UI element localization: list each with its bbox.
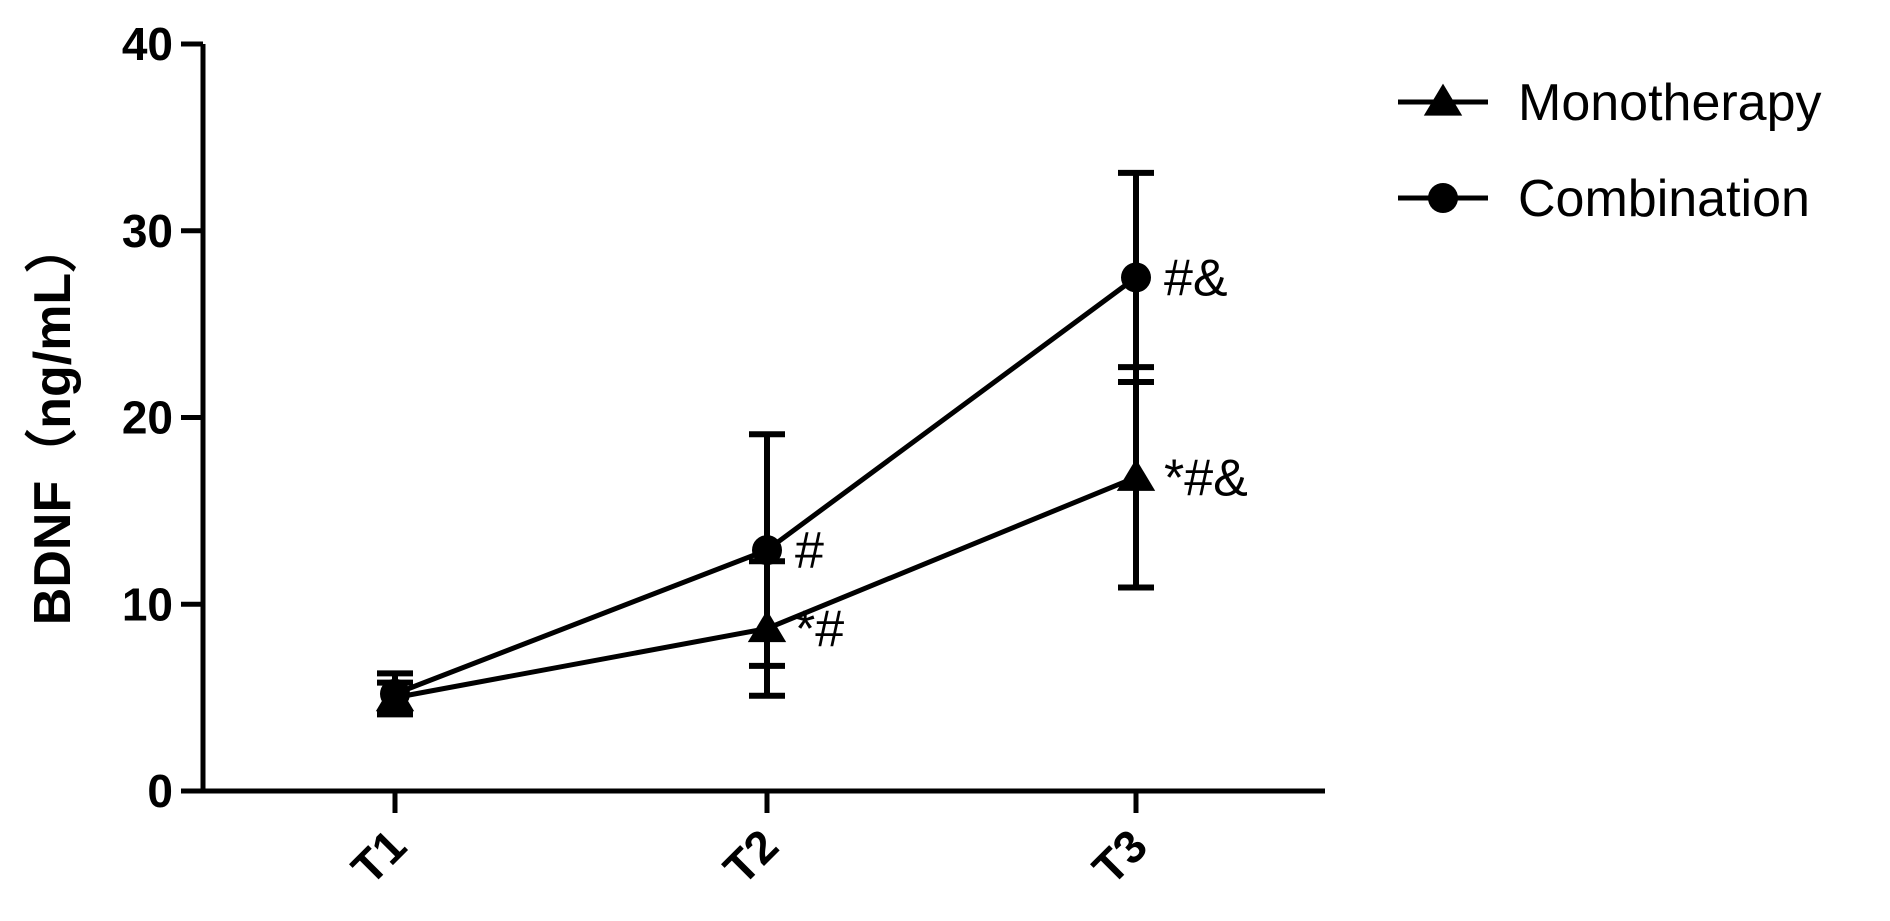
x-tick-label: T2 xyxy=(713,819,788,894)
significance-annotation: #& xyxy=(1164,249,1228,307)
y-tick-label: 20 xyxy=(122,392,173,444)
significance-annotation: # xyxy=(795,522,824,580)
data-point xyxy=(1116,458,1156,491)
legend-item-monotherapy: Monotherapy xyxy=(1398,74,1822,132)
legend-item-combination: Combination xyxy=(1398,170,1810,228)
legend: Monotherapy Combination xyxy=(1398,74,1822,228)
y-axis-label: BDNF（ng/mL） xyxy=(24,221,82,625)
data-point xyxy=(752,535,782,566)
x-tick-label: T1 xyxy=(341,819,416,894)
axes: 0 10 20 30 40 T1 T2 T3 xyxy=(122,18,1325,894)
y-tick-label: 10 xyxy=(122,578,173,630)
triangle-marker-icon xyxy=(1423,83,1463,116)
significance-annotation: *# xyxy=(795,601,844,659)
circle-marker-icon xyxy=(1428,183,1458,213)
y-tick-label: 0 xyxy=(147,765,173,817)
legend-label: Monotherapy xyxy=(1518,74,1822,132)
y-tick-label: 40 xyxy=(122,18,173,70)
x-tick-label: T3 xyxy=(1082,819,1157,894)
legend-label: Combination xyxy=(1518,170,1810,228)
data-point xyxy=(380,678,410,709)
y-tick-label: 30 xyxy=(122,205,173,257)
series-layer: *# *#& # #& xyxy=(375,169,1248,718)
significance-annotation: *#& xyxy=(1164,449,1248,507)
data-point xyxy=(1121,262,1151,293)
series-combination: # #& xyxy=(377,169,1228,718)
